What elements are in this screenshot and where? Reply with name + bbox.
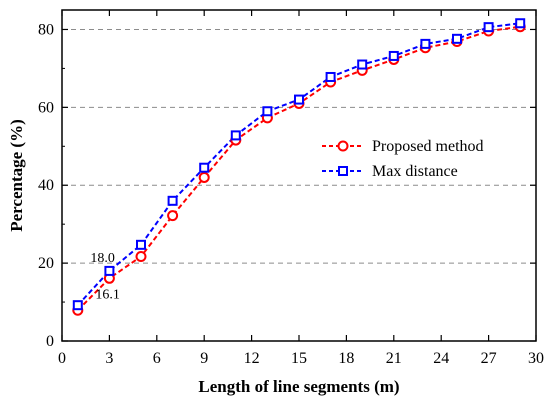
legend-label-max-distance: Max distance [372,163,458,180]
data-point-proposed-method [135,250,147,262]
data-point-max-distance [325,71,336,82]
data-point-max-distance [199,162,210,173]
axis-ticks: 0 3 6 9 12 15 18 21 24 27 30 0 20 40 60 80 [38,10,544,367]
y-tick-label: 0 [46,333,54,350]
data-point-proposed-method [198,171,210,183]
data-point-max-distance [167,195,178,206]
series-markers [72,18,526,316]
data-point-max-distance [72,300,83,311]
legend-background [318,132,518,184]
data-point-max-distance [262,106,273,117]
y-tick-label: 60 [38,99,54,116]
x-tick-label: 3 [105,350,113,367]
data-point-max-distance [515,18,526,29]
y-tick-label: 80 [38,21,54,38]
data-point-max-distance [357,59,368,70]
x-tick-label: 24 [433,350,449,367]
data-point-max-distance [230,130,241,141]
data-point-max-distance [136,239,146,250]
x-tick-label: 12 [244,350,260,367]
y-tick-label: 40 [38,177,54,194]
x-tick-label: 0 [58,350,66,367]
x-axis-title: Length of line segments (m) [198,377,399,396]
x-tick-label: 6 [153,350,161,367]
x-tick-label: 27 [481,350,497,367]
data-point-max-distance [388,50,399,61]
data-point-max-distance [294,94,304,105]
x-tick-label: 9 [200,350,208,367]
legend-marker-circle [337,140,349,152]
legend-item-max-distance: Max distance [322,163,458,180]
legend-label-proposed-method: Proposed method [372,138,484,155]
x-tick-label: 30 [528,350,544,367]
x-tick-label: 15 [291,350,307,367]
annotation-max-distance-value: 18.0 [90,251,115,266]
y-axis-title: Percentage (%) [7,119,26,232]
data-point-max-distance [483,22,494,33]
data-point-max-distance [420,38,431,49]
data-point-proposed-method [167,210,179,222]
legend: Proposed method Max distance [318,132,518,184]
legend-marker-square [338,166,348,176]
legend-item-proposed-method: Proposed method [322,138,484,155]
x-tick-label: 18 [338,350,354,367]
data-point-max-distance [452,33,462,44]
data-point-max-distance [104,265,115,276]
x-tick-label: 21 [386,350,402,367]
y-tick-label: 20 [38,255,54,272]
annotation-proposed-method-value: 16.1 [95,287,120,302]
